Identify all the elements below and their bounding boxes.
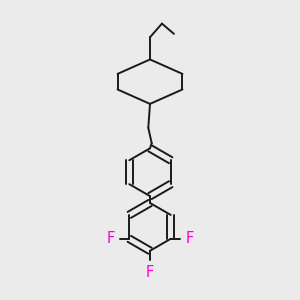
Text: F: F [106,231,115,246]
Text: F: F [146,266,154,280]
Text: F: F [185,231,194,246]
